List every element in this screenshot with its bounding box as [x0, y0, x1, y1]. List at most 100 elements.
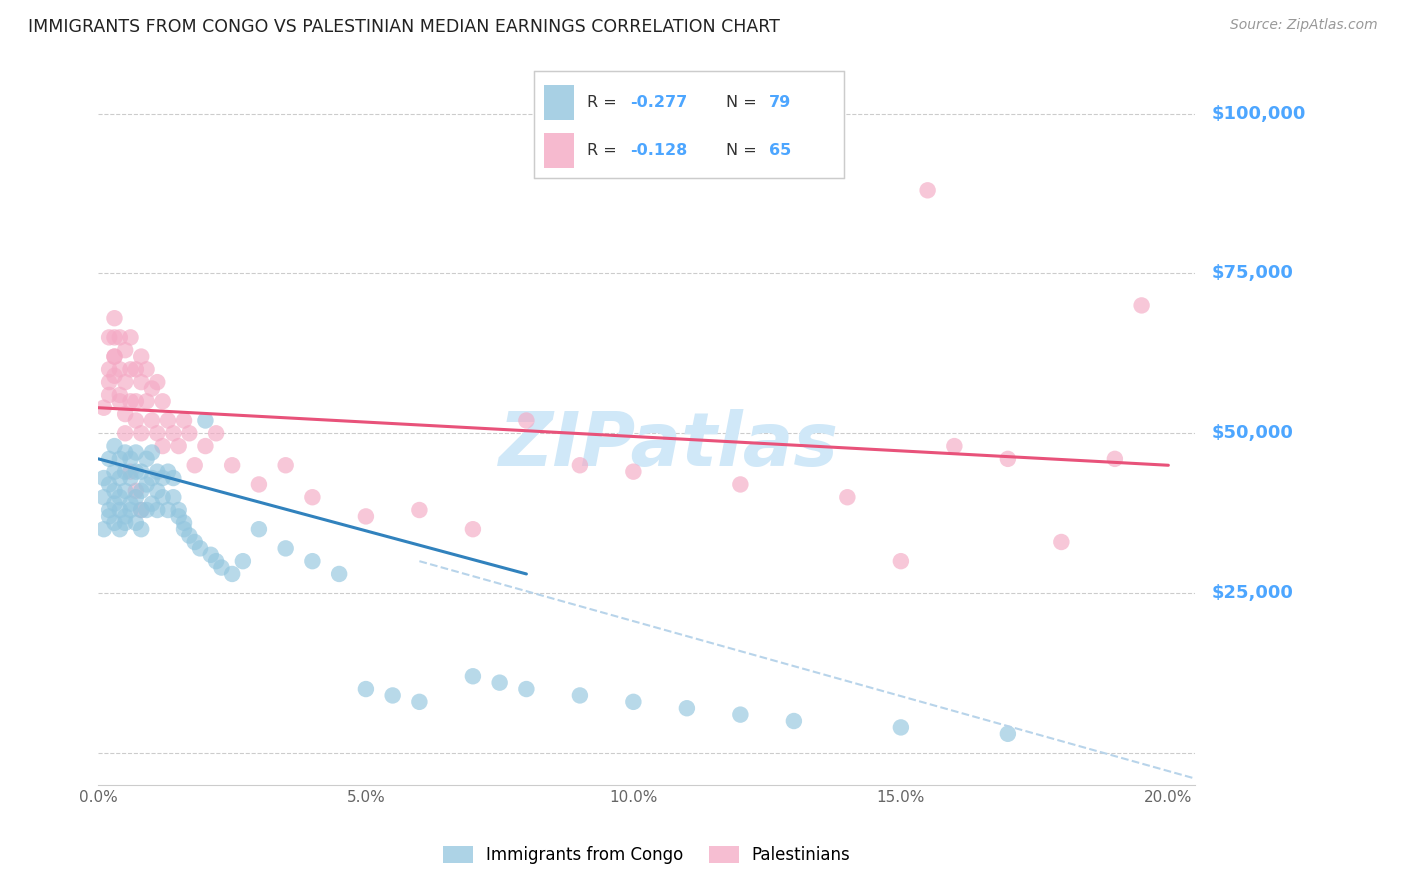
- Point: [125, 413, 148, 427]
- Point: [114, 509, 136, 524]
- Point: [146, 483, 169, 498]
- Point: [108, 451, 131, 466]
- Text: IMMIGRANTS FROM CONGO VS PALESTINIAN MEDIAN EARNINGS CORRELATION CHART: IMMIGRANTS FROM CONGO VS PALESTINIAN MED…: [28, 18, 780, 36]
- Point: [1130, 298, 1153, 312]
- Bar: [544, 134, 575, 168]
- Point: [152, 471, 174, 485]
- Point: [120, 451, 142, 466]
- Point: [247, 477, 270, 491]
- Point: [162, 490, 184, 504]
- Point: [943, 439, 966, 453]
- Point: [247, 522, 270, 536]
- Point: [103, 350, 125, 364]
- Point: [568, 689, 591, 703]
- Point: [354, 509, 377, 524]
- Text: ZIPatlas: ZIPatlas: [499, 409, 839, 482]
- Point: [120, 471, 142, 485]
- Point: [114, 407, 136, 421]
- Point: [156, 465, 179, 479]
- Point: [108, 522, 131, 536]
- Point: [354, 681, 377, 696]
- Point: [98, 509, 121, 524]
- Legend: Immigrants from Congo, Palestinians: Immigrants from Congo, Palestinians: [436, 839, 858, 871]
- Point: [167, 439, 190, 453]
- Point: [997, 727, 1019, 741]
- Point: [488, 675, 510, 690]
- Point: [120, 330, 142, 344]
- Text: R =: R =: [586, 95, 621, 110]
- Text: Source: ZipAtlas.com: Source: ZipAtlas.com: [1230, 18, 1378, 32]
- Point: [129, 503, 152, 517]
- Point: [135, 477, 157, 491]
- Point: [103, 516, 125, 530]
- Point: [194, 439, 217, 453]
- Point: [125, 483, 148, 498]
- Point: [461, 669, 484, 683]
- Point: [114, 465, 136, 479]
- Text: 79: 79: [769, 95, 792, 110]
- Point: [408, 503, 430, 517]
- Point: [162, 426, 184, 441]
- Text: N =: N =: [725, 143, 762, 158]
- Point: [120, 465, 142, 479]
- Point: [568, 458, 591, 473]
- Text: 65: 65: [769, 143, 792, 158]
- Point: [103, 330, 125, 344]
- Point: [120, 362, 142, 376]
- Point: [152, 439, 174, 453]
- Point: [162, 471, 184, 485]
- Point: [146, 375, 169, 389]
- Point: [135, 451, 157, 466]
- Point: [108, 388, 131, 402]
- Point: [114, 426, 136, 441]
- Point: [120, 503, 142, 517]
- Point: [93, 522, 115, 536]
- Point: [188, 541, 211, 556]
- Text: R =: R =: [586, 143, 621, 158]
- Point: [125, 362, 148, 376]
- Point: [146, 465, 169, 479]
- Point: [1104, 451, 1126, 466]
- Point: [98, 362, 121, 376]
- Point: [301, 554, 323, 568]
- Bar: [544, 86, 575, 120]
- Point: [621, 695, 644, 709]
- Point: [98, 451, 121, 466]
- Point: [997, 451, 1019, 466]
- Point: [156, 413, 179, 427]
- Point: [152, 490, 174, 504]
- Point: [108, 394, 131, 409]
- Point: [93, 471, 115, 485]
- Point: [129, 375, 152, 389]
- Point: [129, 522, 152, 536]
- Point: [156, 503, 179, 517]
- Point: [98, 503, 121, 517]
- Text: $100,000: $100,000: [1211, 104, 1306, 122]
- Point: [135, 394, 157, 409]
- Point: [120, 394, 142, 409]
- Point: [114, 483, 136, 498]
- Point: [114, 343, 136, 358]
- Text: -0.277: -0.277: [630, 95, 688, 110]
- Point: [232, 554, 254, 568]
- Point: [108, 503, 131, 517]
- Point: [103, 483, 125, 498]
- Point: [515, 681, 537, 696]
- Point: [108, 362, 131, 376]
- Point: [200, 548, 222, 562]
- Point: [129, 503, 152, 517]
- Point: [108, 330, 131, 344]
- Point: [167, 509, 190, 524]
- Point: [173, 522, 195, 536]
- Point: [103, 465, 125, 479]
- Point: [120, 497, 142, 511]
- Point: [98, 388, 121, 402]
- Point: [676, 701, 699, 715]
- Point: [837, 490, 859, 504]
- Point: [141, 471, 163, 485]
- Point: [221, 458, 243, 473]
- Point: [114, 445, 136, 459]
- Point: [146, 503, 169, 517]
- Point: [221, 566, 243, 581]
- Point: [125, 465, 148, 479]
